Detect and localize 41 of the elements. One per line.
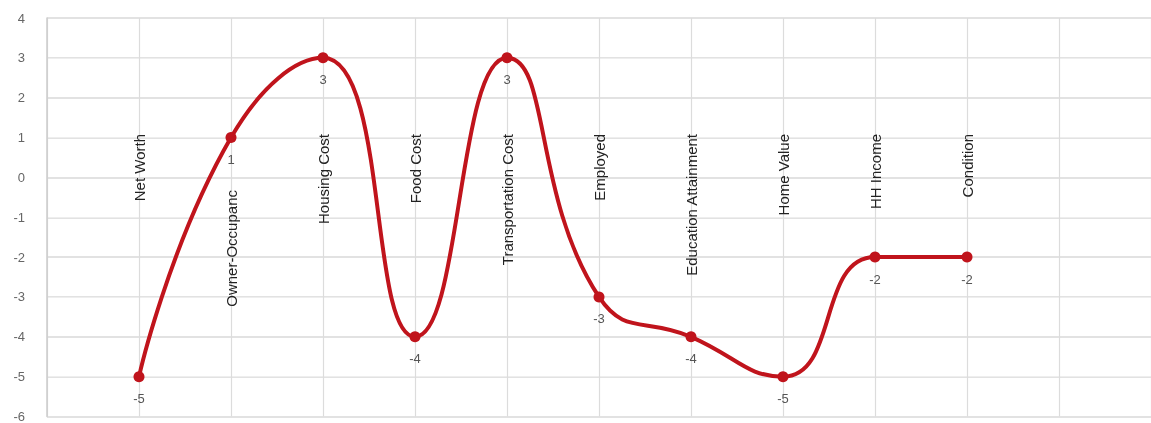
y-tick-label: -6 <box>13 409 25 423</box>
point <box>777 371 789 383</box>
point <box>225 132 237 144</box>
y-tick-label: 2 <box>17 90 25 106</box>
x-tick-label: Housing Cost <box>314 133 332 225</box>
y-tick-label: -3 <box>13 289 25 305</box>
y-tick-label: 0 <box>17 169 25 185</box>
x-tick-label: Condition <box>958 134 976 198</box>
data-label: 1 <box>227 152 235 168</box>
x-tick-label: HH Income <box>866 134 884 210</box>
x-tick-label: Food Cost <box>406 133 424 204</box>
y-tick-label: -5 <box>13 369 25 385</box>
data-label: 3 <box>319 72 327 88</box>
x-tick-label: Net Worth <box>130 134 148 202</box>
y-tick-label: 4 <box>17 10 25 26</box>
point <box>869 251 881 263</box>
point <box>593 291 605 303</box>
data-label: -3 <box>593 311 605 327</box>
data-label: -4 <box>409 351 421 367</box>
data-label: -5 <box>133 391 145 407</box>
y-tick-label: -1 <box>13 209 25 225</box>
point <box>133 371 145 383</box>
y-tick-label: -2 <box>13 249 25 265</box>
x-tick-label: Education Attainment <box>682 133 700 276</box>
point <box>317 52 329 64</box>
x-tick-label: Transportation Cost <box>498 133 516 266</box>
data-label: -5 <box>777 391 789 407</box>
point <box>961 251 973 263</box>
point <box>409 331 421 343</box>
x-tick-label: Home Value <box>774 134 792 216</box>
y-tick-label: 3 <box>17 50 25 66</box>
data-label: -2 <box>961 271 973 287</box>
data-label: 3 <box>503 72 511 88</box>
x-tick-label: Owner-Occupanc <box>222 189 240 307</box>
x-tick-label: Employed <box>590 134 608 201</box>
point <box>685 331 697 343</box>
point <box>501 52 513 64</box>
y-tick-label: 1 <box>17 130 25 146</box>
data-label: -4 <box>685 351 697 367</box>
y-tick-label: -4 <box>13 329 25 345</box>
data-label: -2 <box>869 271 881 287</box>
